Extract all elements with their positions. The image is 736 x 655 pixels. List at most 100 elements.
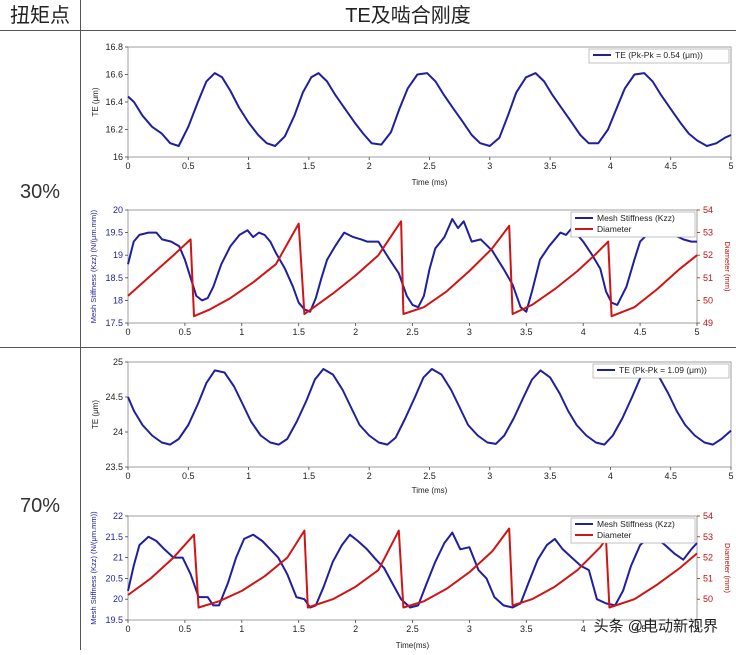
y-axis-label: TE (μm) (91, 400, 100, 429)
y-tick-label: 20 (113, 205, 123, 215)
mesh-stiffness-series-line (127, 531, 698, 609)
te-series-line (127, 368, 732, 446)
y2-tick-label: 50 (703, 295, 713, 305)
x-tick-label: 3 (487, 471, 492, 481)
y-tick-label: 18.5 (105, 273, 123, 283)
x-tick-label: 1 (239, 327, 244, 337)
x-tick-label: 2.5 (406, 624, 419, 634)
x-tick-label: 1 (246, 471, 251, 481)
x-tick-label: 0.5 (179, 624, 192, 634)
y-tick-label: 25 (113, 357, 123, 367)
col2-header: TE及啮合刚度 (345, 4, 471, 27)
y2-tick-label: 50 (703, 594, 713, 604)
x-tick-label: 5 (728, 471, 733, 481)
x-tick-label: 2 (367, 161, 372, 171)
x-tick-label: 3 (487, 161, 492, 171)
y2-tick-label: 53 (703, 532, 713, 542)
legend-box (570, 211, 696, 238)
x-tick-label: 2.5 (423, 161, 436, 171)
x-tick-label: 4.5 (634, 624, 647, 634)
x-tick-label: 4 (581, 327, 586, 337)
y2-tick-label: 51 (703, 273, 713, 283)
y2-tick-label: 52 (703, 553, 713, 563)
y2-tick-label: 49 (703, 318, 713, 328)
x-tick-label: 3.5 (520, 327, 533, 337)
x-tick-label: 5 (728, 161, 733, 171)
x-tick-label: 1.5 (303, 161, 316, 171)
te-series-line (127, 72, 732, 147)
x-tick-label: 1 (239, 624, 244, 634)
x-tick-label: 2.5 (423, 471, 436, 481)
y-axis-label: TE (μm) (91, 87, 100, 116)
y-tick-label: 16.6 (105, 70, 123, 80)
x-tick-label: 3 (467, 327, 472, 337)
y-tick-label: 17.5 (105, 318, 123, 328)
x-tick-label: 0 (125, 161, 130, 171)
legend-entry: TE (Pk-Pk = 0.54 (μm)) (615, 50, 703, 60)
y-tick-label: 20 (113, 594, 123, 604)
mesh-stiffness-chart-70: 0 0.5 1 1.5 2 2.5 3 3.5 4 4.5 5 19.5 20 20.5 21 21.5 22 5… (89, 511, 732, 650)
legend-entry: Diameter (597, 224, 632, 234)
y-tick-label: 22 (113, 511, 123, 521)
x-tick-label: 0 (125, 471, 130, 481)
x-tick-label: 4 (608, 161, 613, 171)
y-axis-label: Mesh Stiffness (Kzz) (N/(μm.mm)) (89, 511, 98, 625)
x-tick-label: 0.5 (179, 327, 192, 337)
x-tick-label: 4.5 (664, 161, 677, 171)
y-tick-label: 19.5 (105, 228, 123, 238)
x-tick-label: 1 (246, 161, 251, 171)
legend-box (570, 517, 696, 544)
x-tick-label: 0.5 (182, 471, 195, 481)
x-tick-label: 5 (694, 624, 699, 634)
te-chart-70: 0 0.5 1 1.5 2 2.5 3 3.5 4 4.5 5 23.5 24 24.5 25 Time (m… (91, 357, 734, 495)
y-axis-label: Mesh Stiffness (Kzz) (N/(μm.mm)) (89, 209, 98, 323)
y2-axis-label: Diameter (mm) (723, 543, 732, 594)
y-tick-label: 19 (113, 250, 123, 260)
x-tick-label: 4 (608, 471, 613, 481)
legend-entry: Mesh Stiffness (Kzz) (597, 213, 675, 223)
y2-tick-label: 53 (703, 228, 713, 238)
x-tick-label: 3.5 (520, 624, 533, 634)
y-tick-label: 23.5 (105, 462, 123, 472)
plot-frame (127, 46, 732, 158)
mesh-stiffness-chart-30: 0 0.5 1 1.5 2 2.5 3 3.5 4 4.5 5 17.5 18 18.5 19 19.5 20 4… (89, 205, 732, 337)
row-label-30: 30% (20, 181, 60, 203)
x-tick-label: 1.5 (303, 471, 316, 481)
x-tick-label: 2 (367, 471, 372, 481)
x-axis-label: Time (ms) (412, 178, 448, 187)
y-tick-label: 24.5 (105, 392, 123, 402)
diameter-series-line (127, 220, 698, 318)
x-tick-label: 3.5 (544, 161, 557, 171)
x-tick-label: 0 (125, 624, 130, 634)
y-tick-label: 18 (113, 295, 123, 305)
x-tick-label: 5 (694, 327, 699, 337)
te-chart-30: 0 0.5 1 1.5 2 2.5 3 3.5 4 4.5 5 16 16.2 16.4 16.6 16.8 T… (91, 42, 734, 187)
x-tick-label: 2.5 (406, 327, 419, 337)
legend-entry: Mesh Stiffness (Kzz) (597, 519, 675, 529)
y-tick-label: 19.5 (105, 615, 123, 625)
x-tick-label: 0.5 (182, 161, 195, 171)
x-tick-label: 1.5 (292, 327, 305, 337)
y-tick-label: 24 (113, 427, 123, 437)
col1-header: 扭矩点 (10, 4, 70, 27)
y-tick-label: 21.5 (105, 532, 123, 542)
y-tick-label: 16 (113, 152, 123, 162)
x-tick-label: 3 (467, 624, 472, 634)
x-tick-label: 4 (581, 624, 586, 634)
y2-tick-label: 54 (703, 511, 713, 521)
y-tick-label: 20.5 (105, 573, 123, 583)
y-tick-label: 16.2 (105, 125, 123, 135)
x-axis-label: Time(ms) (396, 641, 430, 650)
x-tick-label: 3.5 (544, 471, 557, 481)
row-label-70: 70% (20, 495, 60, 517)
y2-axis-label: Diameter (mm) (723, 242, 732, 293)
x-tick-label: 0 (125, 327, 130, 337)
x-tick-label: 1.5 (292, 624, 305, 634)
y2-tick-label: 54 (703, 205, 713, 215)
legend-box (588, 48, 730, 64)
legend-box (592, 363, 730, 379)
y-tick-label: 16.4 (105, 97, 123, 107)
x-tick-label: 2 (353, 327, 358, 337)
y2-tick-label: 52 (703, 250, 713, 260)
